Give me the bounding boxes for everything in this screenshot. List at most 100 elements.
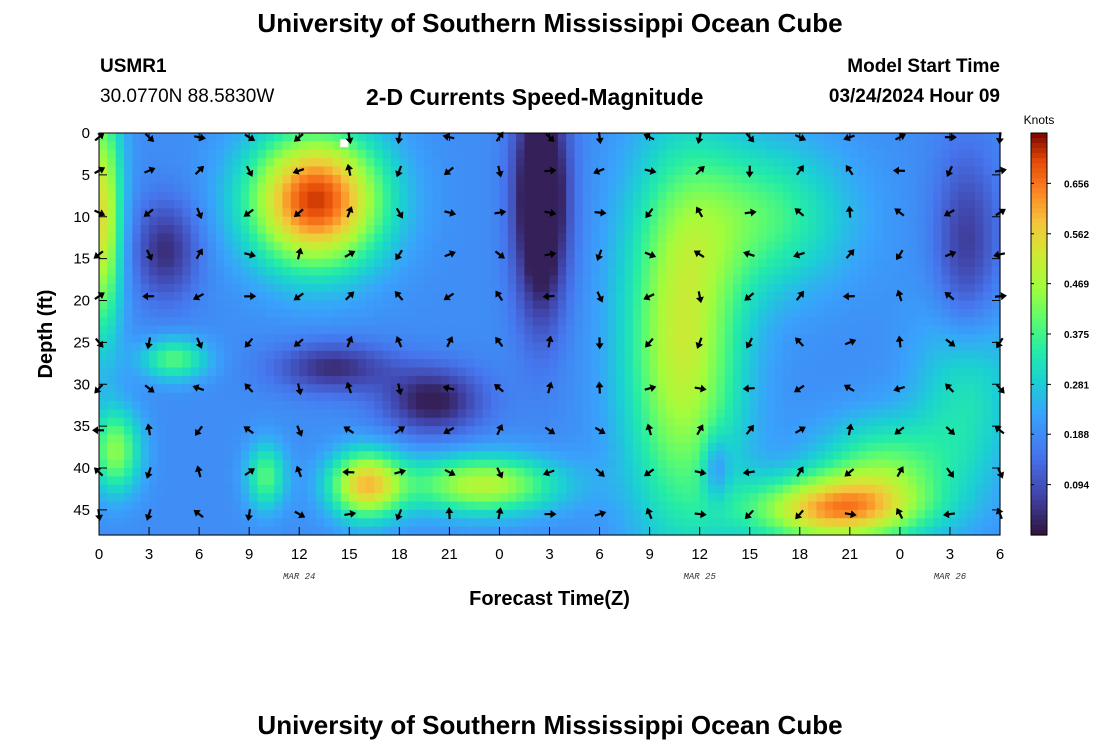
heatmap-cell xyxy=(808,183,818,193)
heatmap-cell xyxy=(124,325,133,335)
heatmap-cell xyxy=(574,350,584,360)
heatmap-cell xyxy=(424,241,434,251)
heatmap-cell xyxy=(858,417,868,427)
heatmap-cell xyxy=(457,518,467,528)
heatmap-cell xyxy=(899,484,909,494)
heatmap-cell xyxy=(691,434,701,444)
heatmap-cell xyxy=(257,225,267,235)
heatmap-cell xyxy=(824,468,834,477)
heatmap-cell xyxy=(207,367,217,377)
heatmap-cell xyxy=(190,434,200,444)
heatmap-cell xyxy=(149,216,158,226)
heatmap-cell xyxy=(574,526,584,536)
heatmap-cell xyxy=(566,191,576,201)
heatmap-cell xyxy=(374,451,384,461)
heatmap-cell xyxy=(866,476,876,486)
heatmap-cell xyxy=(616,401,626,410)
heatmap-cell xyxy=(808,225,818,235)
heatmap-cell xyxy=(390,350,400,360)
heatmap-cell xyxy=(891,409,901,419)
heatmap-cell xyxy=(941,233,951,243)
heatmap-cell xyxy=(441,518,450,528)
heatmap-cell xyxy=(215,300,225,310)
heatmap-cell xyxy=(399,174,409,184)
heatmap-cell xyxy=(299,183,309,193)
heatmap-cell xyxy=(207,225,217,235)
heatmap-cell xyxy=(290,459,300,469)
heatmap-cell xyxy=(299,484,309,494)
heatmap-cell xyxy=(424,300,434,310)
heatmap-cell xyxy=(949,149,959,159)
heatmap-cell xyxy=(516,476,526,486)
heatmap-cell xyxy=(315,141,325,151)
heatmap-cell xyxy=(582,200,592,209)
heatmap-cell xyxy=(774,501,784,511)
heatmap-cell xyxy=(374,509,384,519)
heatmap-cell xyxy=(524,317,534,327)
heatmap-cell xyxy=(883,200,893,209)
heatmap-cell xyxy=(741,350,751,360)
heatmap-cell xyxy=(924,401,934,410)
heatmap-cell xyxy=(632,375,642,385)
heatmap-cell xyxy=(224,468,234,477)
heatmap-cell xyxy=(574,174,584,184)
heatmap-cell xyxy=(883,174,893,184)
heatmap-cell xyxy=(124,258,133,268)
heatmap-cell xyxy=(549,216,559,226)
heatmap-cell xyxy=(557,233,567,243)
heatmap-cell xyxy=(482,308,492,318)
heatmap-cell xyxy=(249,275,259,285)
heatmap-cell xyxy=(699,283,709,293)
heatmap-cell xyxy=(491,216,501,226)
heatmap-cell xyxy=(299,367,309,377)
heatmap-cell xyxy=(491,409,501,419)
heatmap-cell xyxy=(507,375,517,385)
heatmap-cell xyxy=(149,275,158,285)
heatmap-cell xyxy=(883,451,893,461)
heatmap-cell xyxy=(107,526,117,536)
heatmap-cell xyxy=(282,191,292,201)
heatmap-cell xyxy=(157,149,167,159)
heatmap-cell xyxy=(499,359,509,369)
heatmap-cell xyxy=(866,484,876,494)
heatmap-cell xyxy=(541,401,551,410)
heatmap-cell xyxy=(190,200,200,209)
heatmap-cell xyxy=(824,183,834,193)
heatmap-cell xyxy=(708,300,717,310)
heatmap-cell xyxy=(724,434,734,444)
heatmap-cell xyxy=(232,468,242,477)
heatmap-cell xyxy=(432,426,442,436)
heatmap-cell xyxy=(357,426,367,436)
heatmap-cell xyxy=(374,275,384,285)
heatmap-cell xyxy=(924,375,934,385)
heatmap-cell xyxy=(949,174,959,184)
heatmap-cell xyxy=(733,292,742,302)
heatmap-cell xyxy=(624,468,634,477)
heatmap-cell xyxy=(557,509,567,519)
heatmap-cell xyxy=(357,401,367,410)
heatmap-cell xyxy=(891,133,901,142)
heatmap-cell xyxy=(524,442,534,452)
heatmap-cell xyxy=(457,300,467,310)
heatmap-cell xyxy=(733,225,742,235)
heatmap-cell xyxy=(441,250,450,260)
heatmap-cell xyxy=(174,518,184,528)
heatmap-cell xyxy=(941,501,951,511)
heatmap-cell xyxy=(733,417,742,427)
heatmap-cell xyxy=(833,241,843,251)
heatmap-cell xyxy=(399,149,409,159)
heatmap-cell xyxy=(507,442,517,452)
heatmap-cell xyxy=(657,350,667,360)
heatmap-cell xyxy=(632,258,642,268)
heatmap-cell xyxy=(616,442,626,452)
heatmap-cell xyxy=(808,518,818,528)
heatmap-cell xyxy=(482,417,492,427)
heatmap-cell xyxy=(507,258,517,268)
heatmap-cell xyxy=(674,191,684,201)
heatmap-cell xyxy=(958,334,968,343)
heatmap-cell xyxy=(132,300,142,310)
heatmap-cell xyxy=(174,225,184,235)
heatmap-cell xyxy=(215,367,225,377)
heatmap-cell xyxy=(499,166,509,176)
heatmap-cell xyxy=(682,434,692,444)
